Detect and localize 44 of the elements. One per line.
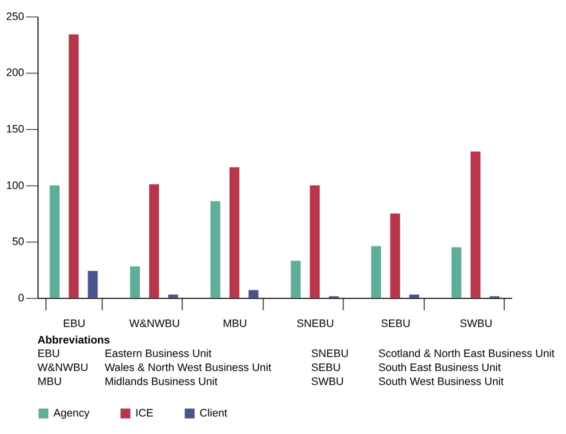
y-tick-label: 250 — [6, 10, 24, 23]
legend-label: ICE — [135, 407, 154, 420]
bar — [130, 266, 140, 298]
text: SWBU — [311, 376, 344, 388]
bar — [409, 294, 420, 298]
bar — [248, 290, 258, 298]
bar — [50, 185, 60, 298]
text: South West Business Unit — [378, 376, 504, 388]
y-tick-label: 0 — [18, 292, 24, 304]
bar — [470, 152, 480, 298]
text: Abbreviations — [38, 334, 110, 346]
bar — [68, 34, 79, 298]
bar — [88, 270, 98, 298]
x-tick-label: EBU — [63, 318, 86, 330]
text: South East Business Unit — [378, 362, 501, 374]
y-tick-label: 50 — [12, 236, 24, 248]
y-tick-label: 200 — [6, 67, 24, 80]
bar — [452, 247, 462, 298]
x-tick-label: SWBU — [460, 318, 492, 330]
bar — [390, 213, 400, 298]
y-tick-label: 100 — [6, 180, 24, 192]
text: Eastern Business Unit — [104, 348, 212, 360]
bar — [168, 294, 178, 298]
bar — [210, 201, 220, 298]
legend-label: Agency — [53, 407, 90, 420]
text: W&NWBU — [38, 362, 88, 374]
text: EBU — [38, 348, 60, 360]
y-tick-label: 150 — [6, 123, 24, 136]
legend-label: Client — [200, 407, 228, 420]
text: SEBU — [311, 362, 341, 374]
x-tick-label: SNEBU — [296, 318, 334, 330]
x-tick-label: W&NWBU — [129, 318, 180, 330]
bar — [149, 184, 159, 298]
bar — [310, 185, 320, 298]
text: Scotland & North East Business Unit — [378, 348, 555, 360]
bar — [371, 246, 382, 298]
x-tick-label: SEBU — [380, 318, 410, 330]
bar — [229, 167, 240, 298]
text: MBU — [38, 376, 62, 388]
text: SNEBU — [311, 348, 349, 360]
bar — [290, 260, 301, 298]
text: Wales & North West Business Unit — [104, 362, 272, 374]
x-tick-label: MBU — [222, 318, 247, 330]
text: Midlands Business Unit — [104, 376, 218, 388]
